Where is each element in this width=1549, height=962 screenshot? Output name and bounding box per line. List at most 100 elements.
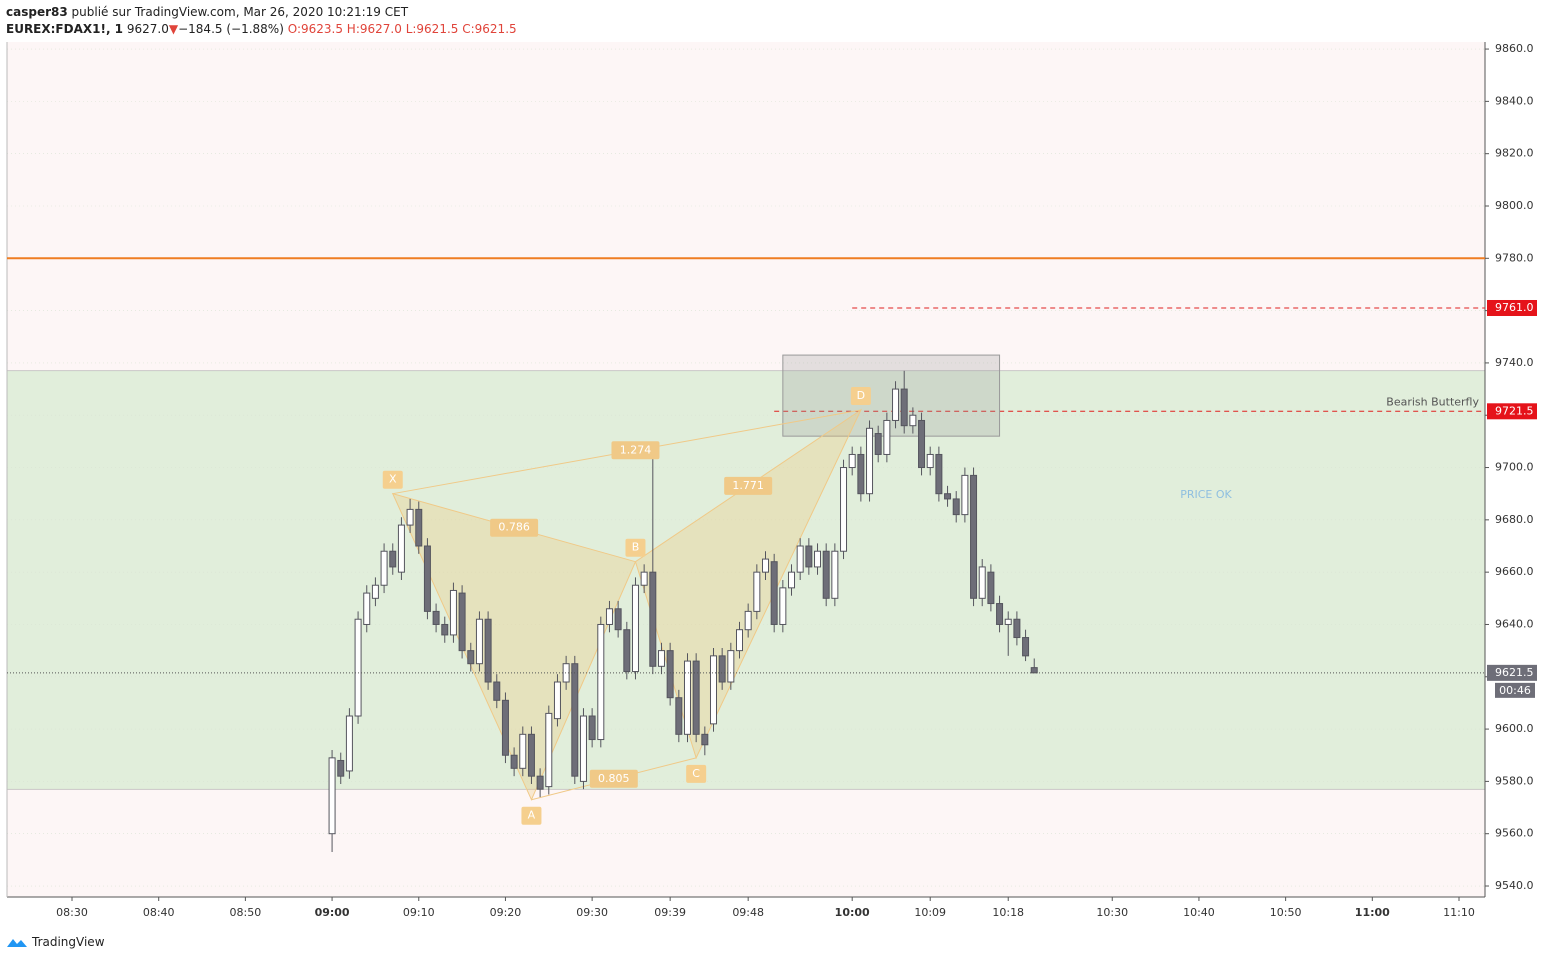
- candle-body: [822, 550, 830, 599]
- x-tick-label: 10:18: [992, 906, 1024, 919]
- candle-body: [406, 508, 414, 526]
- box: [782, 354, 1001, 437]
- point-tag: [686, 764, 707, 783]
- candle-body: [952, 498, 960, 516]
- x-tick-label: 11:10: [1443, 906, 1475, 919]
- candle-body: [848, 453, 856, 469]
- y-tick-label: 9740.0: [1495, 356, 1534, 369]
- candle-body: [1022, 637, 1030, 657]
- point-label: B: [632, 541, 640, 554]
- candle-body: [753, 571, 761, 612]
- candle-body: [510, 754, 518, 769]
- point-tag: [521, 806, 542, 825]
- zone: [6, 370, 1486, 790]
- price-tag: [1487, 664, 1537, 681]
- candle-body: [961, 474, 969, 516]
- change: −184.5 (−1.88%): [178, 22, 284, 36]
- y-tick-label: 9640.0: [1495, 617, 1534, 630]
- candle-body: [467, 650, 475, 665]
- y-tick-label: 9600.0: [1495, 722, 1534, 735]
- candle-body: [779, 587, 787, 625]
- zone-label: PRICE OK: [1180, 488, 1232, 501]
- y-tick-label: 9560.0: [1495, 827, 1534, 840]
- candle-body: [675, 697, 683, 735]
- candle-body: [519, 733, 527, 769]
- y-tick-label: 9700.0: [1495, 461, 1534, 474]
- candle-body: [337, 759, 345, 777]
- candle-body: [883, 419, 891, 455]
- candle-body: [788, 571, 796, 589]
- x-tick-label: 10:30: [1096, 906, 1128, 919]
- author: casper83: [6, 5, 68, 19]
- candle-body: [683, 660, 691, 735]
- candle-body: [770, 561, 778, 625]
- candle-body: [649, 571, 657, 667]
- ratio-tag: [611, 441, 660, 460]
- footer: TradingView: [6, 935, 105, 949]
- candle-body: [978, 566, 986, 599]
- candle-body: [527, 733, 535, 777]
- x-tick-label: 10:40: [1183, 906, 1215, 919]
- candle-body: [735, 629, 743, 652]
- ratio-label: 1.274: [620, 443, 652, 456]
- x-tick-label: 10:50: [1270, 906, 1302, 919]
- candle-body: [709, 655, 717, 725]
- x-tick-label: 10:09: [914, 906, 946, 919]
- candle-body: [389, 550, 397, 568]
- candle-body: [588, 715, 596, 741]
- brand: TradingView: [32, 935, 105, 949]
- x-tick-label: 08:40: [143, 906, 175, 919]
- point-tag: [382, 470, 403, 489]
- candle-body: [944, 493, 952, 500]
- last-price: 9621.5: [1495, 666, 1534, 679]
- candle-body: [762, 558, 770, 573]
- candle-body: [441, 623, 449, 636]
- candle-body: [449, 589, 457, 636]
- candle-body: [892, 388, 900, 421]
- candle-body: [814, 550, 822, 568]
- candle-body: [545, 712, 553, 788]
- candle-body: [562, 663, 570, 683]
- candle-body: [614, 608, 622, 631]
- y-tick-label: 9780.0: [1495, 251, 1534, 264]
- candle-body: [371, 584, 379, 599]
- chart: PRICE OK9540.09560.09580.09600.09620.096…: [6, 42, 1537, 919]
- countdown: 00:46: [1499, 684, 1531, 697]
- ratio-label: 1.771: [732, 479, 764, 492]
- candle-body: [345, 715, 353, 772]
- low: L:9621.5: [405, 22, 459, 36]
- candle-body: [857, 453, 865, 495]
- countdown-tag: [1495, 682, 1535, 698]
- candle-body: [553, 681, 561, 720]
- pattern-name: Bearish Butterfly: [1386, 395, 1479, 408]
- level-tag: [1487, 299, 1537, 316]
- candle-body: [397, 524, 405, 573]
- candle-body: [484, 618, 492, 683]
- candle-body: [987, 571, 995, 605]
- y-tick-label: 9840.0: [1495, 94, 1534, 107]
- candle-body: [796, 545, 804, 573]
- symbol: EUREX:FDAX1!, 1: [6, 22, 124, 36]
- y-tick-label: 9540.0: [1495, 879, 1534, 892]
- candle-body: [970, 474, 978, 599]
- high: H:9627.0: [346, 22, 402, 36]
- point-label: X: [389, 473, 397, 486]
- candle-body: [354, 618, 362, 717]
- header: casper83 publié sur TradingView.com, Mar…: [6, 5, 517, 36]
- candle-body: [1030, 667, 1038, 674]
- candle-body: [571, 663, 579, 777]
- published: publié sur TradingView.com, Mar 26, 2020…: [71, 5, 409, 19]
- candle-body: [909, 414, 917, 427]
- x-tick-label: 10:00: [835, 906, 870, 919]
- point-tag: [625, 538, 646, 557]
- candle-body: [1004, 618, 1012, 625]
- candle-body: [918, 419, 926, 469]
- candle-body: [935, 453, 943, 495]
- level-label: 9721.5: [1495, 404, 1534, 417]
- candle-body: [666, 650, 674, 699]
- ratio-label: 0.805: [598, 772, 630, 785]
- last: 9627.0: [126, 22, 169, 36]
- y-tick-label: 9800.0: [1495, 199, 1534, 212]
- candle-body: [718, 655, 726, 683]
- y-tick-label: 9580.0: [1495, 774, 1534, 787]
